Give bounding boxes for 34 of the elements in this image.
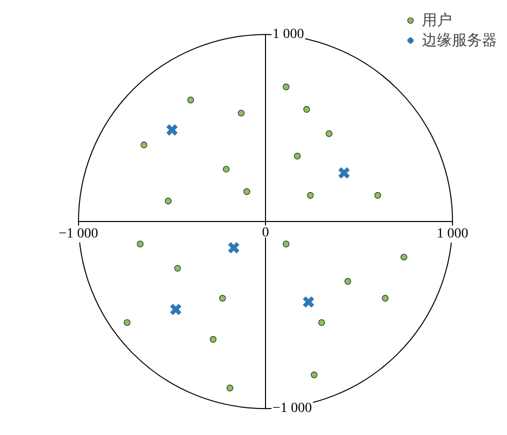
point: [326, 130, 332, 137]
point: [222, 166, 230, 173]
point: [282, 84, 290, 90]
x-tick-label: −1 000: [58, 226, 98, 242]
point: [302, 296, 315, 308]
point: [174, 264, 181, 272]
point: [344, 278, 352, 285]
point: [310, 372, 318, 378]
x-tick-label: 1 000: [436, 226, 468, 242]
point: [187, 96, 194, 104]
point: [382, 294, 389, 302]
legend-label: 边缘服务器: [422, 32, 497, 50]
point: [227, 241, 240, 254]
legend-label: 用户: [422, 12, 452, 30]
point: [400, 254, 408, 260]
point: [166, 124, 178, 136]
point: [282, 240, 290, 248]
point: [303, 106, 310, 113]
point: [338, 166, 350, 180]
point: [238, 110, 245, 116]
x-tick-label: 0: [262, 226, 269, 241]
point: [243, 188, 250, 195]
point: [226, 384, 234, 392]
point: [164, 198, 172, 204]
point: [124, 319, 130, 326]
point: [210, 336, 216, 343]
point: [219, 294, 226, 302]
point: [169, 303, 182, 316]
point: [374, 192, 382, 199]
point: [140, 142, 148, 148]
point: [294, 152, 301, 160]
point: [136, 240, 144, 248]
point: [318, 319, 325, 326]
point: [307, 192, 314, 199]
